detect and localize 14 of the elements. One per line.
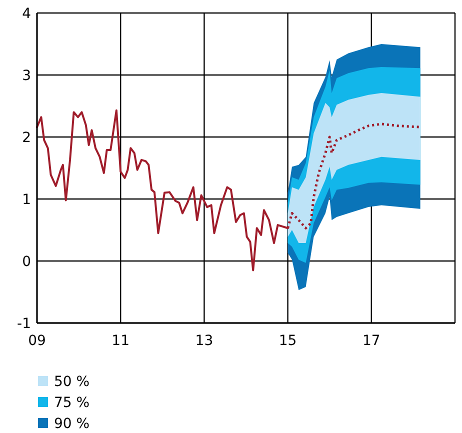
x-tick-label: 13 (195, 333, 214, 349)
y-tick-label: 1 (22, 192, 31, 208)
legend-label: 75 % (54, 395, 90, 411)
x-tick-label: 15 (278, 333, 297, 349)
y-tick-label: 4 (22, 6, 32, 22)
y-tick-label: 0 (22, 254, 31, 270)
legend-label: 90 % (54, 416, 90, 432)
x-tick-label: 09 (28, 333, 46, 349)
legend-label: 50 % (54, 374, 90, 390)
y-tick-label: 2 (22, 130, 31, 146)
x-tick-label: 11 (112, 333, 130, 349)
x-tick-label: 17 (362, 333, 380, 349)
y-tick-label: 3 (22, 68, 31, 84)
y-tick-label: -1 (17, 316, 31, 332)
